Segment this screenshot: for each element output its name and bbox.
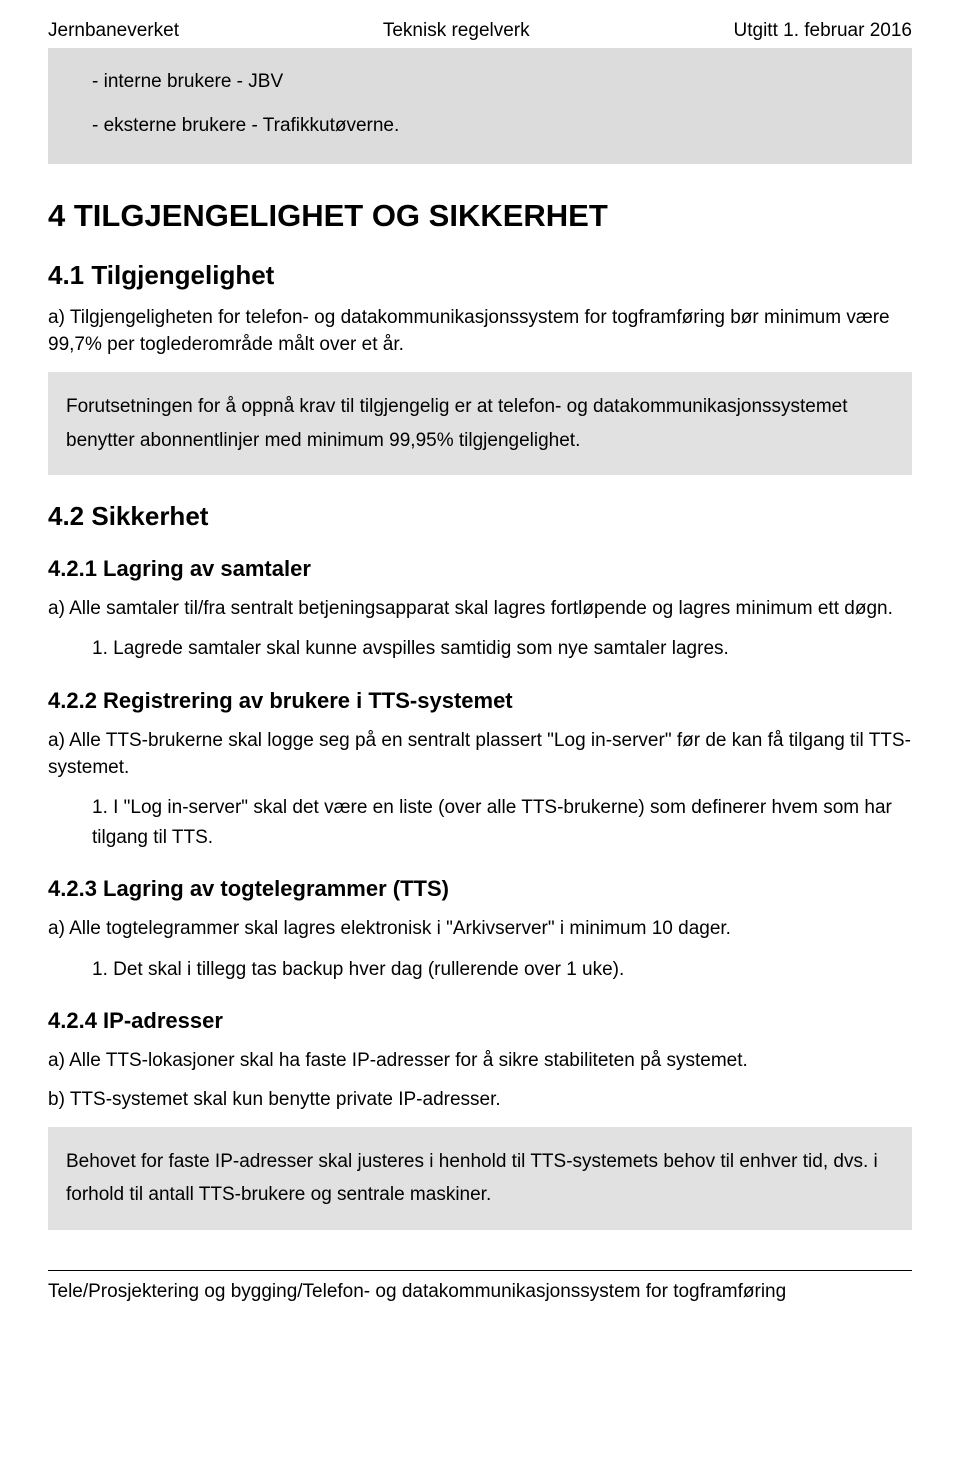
intro-box: - interne brukere - JBV - eksterne bruke… <box>48 48 912 164</box>
list-4-2-1-1: 1. Lagrede samtaler skal kunne avspilles… <box>92 634 912 663</box>
header-center: Teknisk regelverk <box>383 20 530 42</box>
header-right: Utgitt 1. februar 2016 <box>734 20 913 42</box>
para-4-2-3-a: a) Alle togtelegrammer skal lagres elekt… <box>48 916 912 943</box>
page-header: Jernbaneverket Teknisk regelverk Utgitt … <box>48 20 912 42</box>
heading-4-1: 4.1 Tilgjengelighet <box>48 260 912 291</box>
page-footer: Tele/Prosjektering og bygging/Telefon- o… <box>48 1270 912 1303</box>
list-4-2-3-1: 1. Det skal i tillegg tas backup hver da… <box>92 955 912 984</box>
list-4-2-2-1: 1. I "Log in-server" skal det være en li… <box>92 793 912 852</box>
heading-4: 4 TILGJENGELIGHET OG SIKKERHET <box>48 198 912 234</box>
heading-4-2-2: 4.2.2 Registrering av brukere i TTS-syst… <box>48 688 912 714</box>
intro-line-2: - eksterne brukere - Trafikkutøverne. <box>92 108 894 144</box>
note-4-2-4: Behovet for faste IP-adresser skal juste… <box>48 1127 912 1230</box>
header-left: Jernbaneverket <box>48 20 179 42</box>
heading-4-2-1: 4.2.1 Lagring av samtaler <box>48 556 912 582</box>
para-4-2-2-a: a) Alle TTS-brukerne skal logge seg på e… <box>48 728 912 781</box>
heading-4-2-4: 4.2.4 IP-adresser <box>48 1008 912 1034</box>
para-4-2-1-a: a) Alle samtaler til/fra sentralt betjen… <box>48 596 912 623</box>
intro-line-1: - interne brukere - JBV <box>92 64 894 100</box>
document-page: Jernbaneverket Teknisk regelverk Utgitt … <box>0 0 960 1333</box>
note-4-1: Forutsetningen for å oppnå krav til tilg… <box>48 372 912 475</box>
para-4-2-4-b: b) TTS-systemet skal kun benytte private… <box>48 1087 912 1114</box>
heading-4-2: 4.2 Sikkerhet <box>48 501 912 532</box>
para-4-2-4-a: a) Alle TTS-lokasjoner skal ha faste IP-… <box>48 1048 912 1075</box>
para-4-1-a: a) Tilgjengeligheten for telefon- og dat… <box>48 305 912 358</box>
heading-4-2-3: 4.2.3 Lagring av togtelegrammer (TTS) <box>48 876 912 902</box>
